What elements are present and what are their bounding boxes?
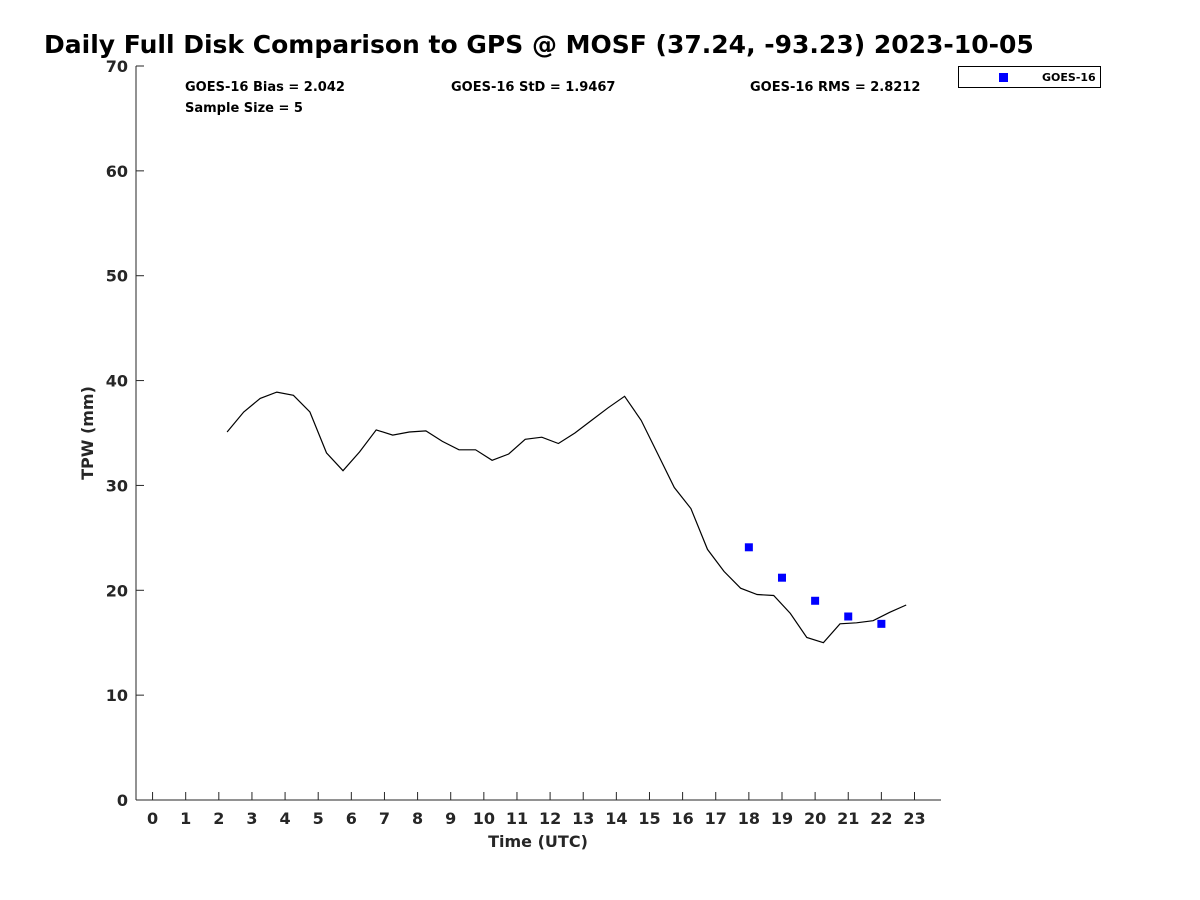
chart-axes xyxy=(135,66,941,801)
x-tick-label: 2 xyxy=(213,809,224,828)
legend-goes16-label: GOES-16 xyxy=(1042,71,1096,84)
x-tick-label: 4 xyxy=(280,809,291,828)
y-tick-label: 10 xyxy=(106,686,128,705)
x-tick-label: 8 xyxy=(412,809,423,828)
goes16-data-point xyxy=(777,573,786,582)
sample-size-stat: Sample Size = 5 xyxy=(185,101,303,116)
bias-stat: GOES-16 Bias = 2.042 xyxy=(185,80,345,95)
x-tick-label: 9 xyxy=(445,809,456,828)
x-tick-label: 12 xyxy=(539,809,561,828)
x-tick-label: 11 xyxy=(506,809,528,828)
goes16-data-point xyxy=(811,596,820,605)
x-tick-label: 6 xyxy=(346,809,357,828)
y-tick-label: 40 xyxy=(106,372,128,391)
x-tick-label: 22 xyxy=(870,809,892,828)
x-tick-label: 7 xyxy=(379,809,390,828)
x-axis-ticks: 0 1 2 3 4 5 6 7 8 9 10 11 12 13 14 15 16 17 18 19 20 21 22 23 xyxy=(147,792,926,828)
x-tick-label: 17 xyxy=(705,809,727,828)
chart-series xyxy=(226,391,907,644)
x-tick-label: 20 xyxy=(804,809,826,828)
x-tick-label: 15 xyxy=(638,809,660,828)
y-tick-label: 50 xyxy=(106,267,128,286)
y-tick-label: 30 xyxy=(106,476,128,495)
legend-goes16-marker xyxy=(999,73,1008,82)
x-tick-label: 0 xyxy=(147,809,158,828)
x-tick-label: 23 xyxy=(903,809,925,828)
rms-stat: GOES-16 RMS = 2.8212 xyxy=(750,80,921,95)
y-tick-label: 60 xyxy=(106,162,128,181)
x-tick-label: 21 xyxy=(837,809,859,828)
y-tick-label: 20 xyxy=(106,581,128,600)
x-tick-label: 13 xyxy=(572,809,594,828)
x-tick-label: 16 xyxy=(671,809,693,828)
x-tick-label: 10 xyxy=(473,809,495,828)
x-tick-label: 18 xyxy=(738,809,760,828)
x-tick-label: 1 xyxy=(180,809,191,828)
goes16-data-point xyxy=(877,619,886,628)
x-tick-label: 19 xyxy=(771,809,793,828)
x-tick-label: 3 xyxy=(246,809,257,828)
goes16-data-point xyxy=(844,612,853,621)
x-tick-label: 14 xyxy=(605,809,627,828)
y-axis-label: TPW (mm) xyxy=(78,386,97,480)
gps-series-line xyxy=(226,391,907,644)
chart-title: Daily Full Disk Comparison to GPS @ MOSF… xyxy=(44,30,1034,59)
y-tick-label: 0 xyxy=(117,791,128,810)
y-tick-label: 70 xyxy=(106,57,128,76)
goes16-data-point xyxy=(744,543,753,552)
legend: GOES-16 xyxy=(958,66,1101,88)
x-axis-label: Time (UTC) xyxy=(488,832,588,851)
std-stat: GOES-16 StD = 1.9467 xyxy=(451,80,616,95)
y-axis-ticks: 0 10 20 30 40 50 60 70 xyxy=(106,57,144,810)
x-tick-label: 5 xyxy=(313,809,324,828)
